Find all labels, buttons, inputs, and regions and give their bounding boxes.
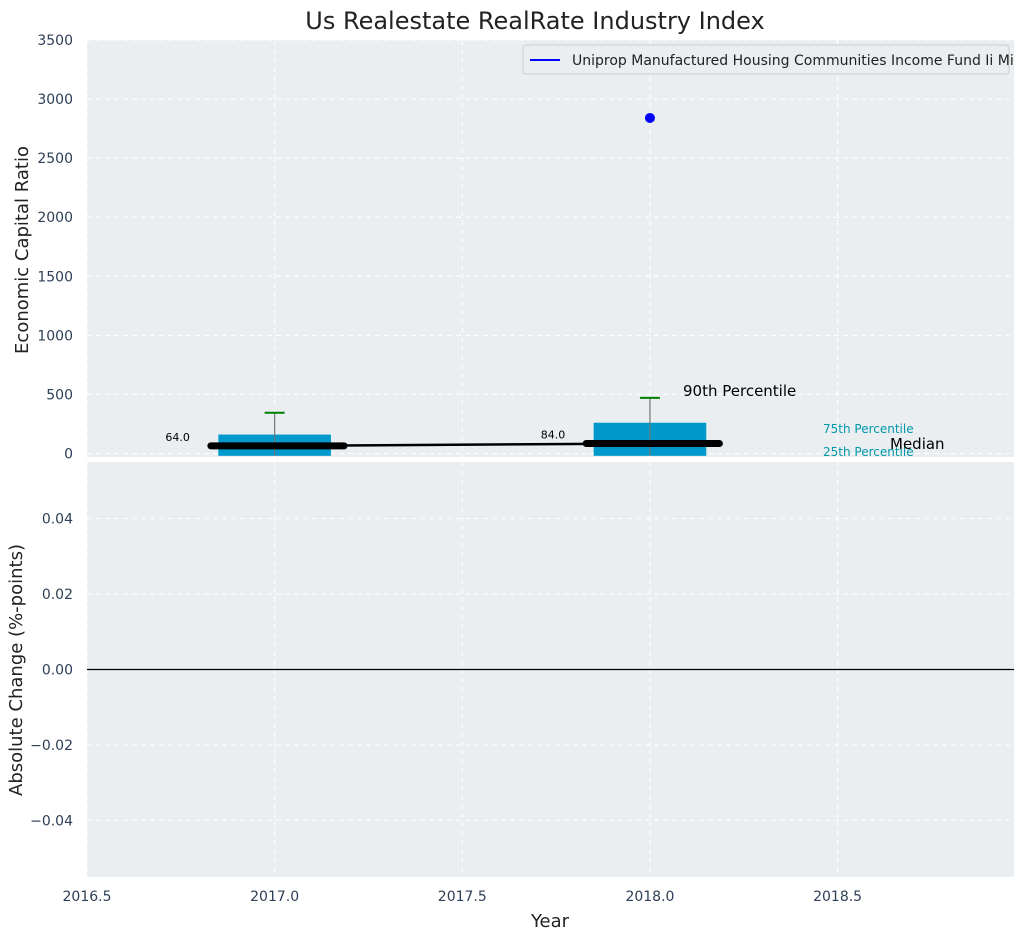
top-y-axis-label: Economic Capital Ratio: [12, 146, 33, 354]
bottom-y-tick-label: −0.02: [30, 738, 73, 754]
top-plot-area: [87, 40, 1014, 457]
legend-entry: Uniprop Manufactured Housing Communities…: [572, 53, 1014, 69]
top-y-tick-label: 3500: [37, 33, 73, 49]
axes-text: 0 500 1000 1500 2000 2500 3000 3500 −0.04 −0.02 0.…: [30, 33, 862, 905]
top-y-tick-label: 0: [64, 446, 73, 462]
company-data-point: [644, 112, 655, 123]
annotation-25th-percentile: 25th Percentile: [823, 445, 914, 459]
x-tick-label: 2018.5: [813, 889, 862, 905]
bottom-y-tick-label: 0.04: [42, 512, 73, 528]
annotation-median: Median: [890, 435, 945, 453]
x-tick-label: 2017.5: [438, 889, 487, 905]
chart-title: Us Realestate RealRate Industry Index: [305, 7, 764, 35]
x-tick-label: 2017.0: [250, 889, 299, 905]
top-chart-marks: 64.0 84.0: [165, 112, 723, 456]
top-y-tick-label: 2500: [37, 151, 73, 167]
top-y-tick-label: 3000: [37, 92, 73, 108]
x-tick-label: 2018.0: [625, 889, 674, 905]
legend: Uniprop Manufactured Housing Communities…: [522, 44, 1014, 75]
median-value-label: 84.0: [541, 429, 566, 442]
bottom-y-tick-label: −0.04: [30, 813, 73, 829]
annotation-90th-percentile: 90th Percentile: [683, 382, 796, 400]
bottom-y-axis-label: Absolute Change (%-points): [6, 544, 27, 796]
bottom-y-tick-label: 0.00: [42, 663, 73, 679]
top-y-tick-label: 2000: [37, 210, 73, 226]
x-axis-label: Year: [530, 911, 570, 932]
top-y-tick-label: 1500: [37, 269, 73, 285]
median-value-label: 64.0: [165, 431, 190, 444]
annotation-75th-percentile: 75th Percentile: [823, 422, 914, 436]
bottom-y-tick-label: 0.02: [42, 587, 73, 603]
legend-box: [522, 44, 1010, 75]
top-y-tick-label: 500: [46, 387, 73, 403]
top-y-tick-label: 1000: [37, 328, 73, 344]
x-tick-label: 2016.5: [63, 889, 112, 905]
